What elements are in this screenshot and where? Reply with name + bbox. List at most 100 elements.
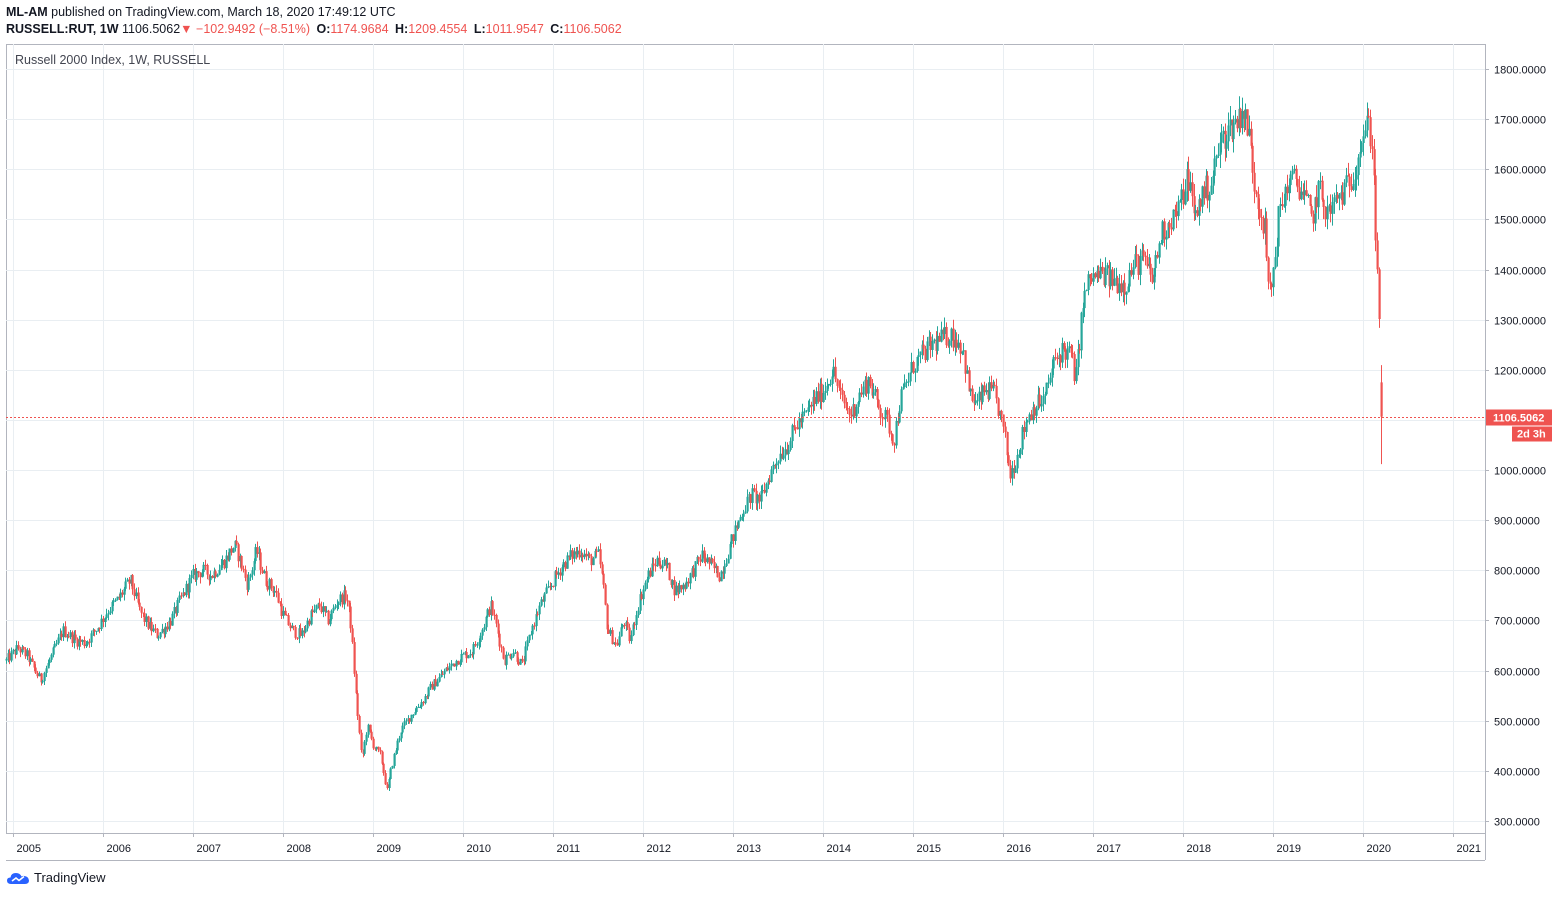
- candle-body: [126, 579, 129, 582]
- candle-body: [1128, 270, 1131, 287]
- candle-body: [48, 659, 51, 664]
- candle-body: [874, 389, 877, 393]
- candle-body: [571, 550, 574, 559]
- x-tick-label: 2005: [17, 843, 41, 855]
- candle-body: [666, 562, 669, 565]
- tradingview-logo[interactable]: TradingView: [6, 870, 106, 885]
- candle-body: [594, 550, 597, 559]
- candle-body: [467, 655, 470, 659]
- candle-body: [1109, 269, 1112, 287]
- candle-body: [474, 644, 477, 646]
- candle-body: [1092, 273, 1095, 282]
- candle-body: [81, 640, 84, 642]
- candle-body: [8, 653, 11, 661]
- candle-body: [83, 640, 86, 647]
- candle-body: [1000, 410, 1003, 415]
- x-tick-label: 2011: [557, 843, 581, 855]
- candle-body: [1376, 240, 1379, 270]
- candle-body: [1296, 178, 1299, 188]
- candle-body: [268, 579, 271, 590]
- open-label: O:: [316, 22, 331, 36]
- candle-body: [1049, 377, 1052, 383]
- candle-body: [15, 645, 18, 655]
- candle-body: [178, 595, 181, 601]
- candle-body: [1180, 189, 1183, 201]
- candle-body: [1191, 182, 1194, 197]
- candle-body: [824, 390, 827, 393]
- candle-body: [1364, 130, 1367, 137]
- candle-body: [673, 580, 676, 596]
- candle-body: [254, 547, 257, 562]
- candle-body: [526, 640, 529, 647]
- candle-body: [73, 634, 76, 644]
- candle-body: [431, 683, 434, 690]
- candle-body: [632, 624, 635, 636]
- candle-body: [877, 399, 880, 409]
- price-tag-label: 1106.5062: [1493, 413, 1544, 425]
- candle-body: [31, 658, 34, 662]
- candle-body: [1059, 355, 1062, 363]
- candle-body: [1277, 206, 1280, 247]
- candle-body: [815, 391, 818, 404]
- candle-body: [365, 734, 368, 742]
- candle-body: [779, 453, 782, 462]
- candle-body: [916, 356, 919, 372]
- candle-body: [415, 707, 418, 712]
- candle-body: [997, 398, 1000, 416]
- candle-body: [1234, 118, 1237, 123]
- candle-body: [706, 557, 709, 563]
- candle-body: [1038, 394, 1041, 407]
- candle-body: [1203, 186, 1206, 199]
- candle-body: [843, 394, 846, 404]
- candle-body: [1099, 266, 1102, 279]
- candle-body: [34, 667, 37, 673]
- axes: 300.0000 400.0000 500.0000 600.0000 700.0000…: [13, 65, 1546, 855]
- candle-body: [33, 661, 36, 668]
- chart-legend-title[interactable]: Russell 2000 Index, 1W, RUSSELL: [15, 53, 210, 67]
- candle-body: [166, 626, 169, 630]
- x-tick-label: 2020: [1367, 843, 1391, 855]
- candle-body: [164, 626, 167, 635]
- candle-body: [183, 592, 186, 596]
- candle-body: [1267, 257, 1270, 282]
- price-tag: [1486, 409, 1552, 426]
- candle-body: [1063, 343, 1066, 350]
- candle-body: [185, 583, 188, 596]
- candle-body: [554, 571, 557, 587]
- candle-body: [478, 641, 481, 645]
- candle-body: [716, 566, 719, 578]
- candle-body: [97, 628, 100, 631]
- candle-body: [469, 654, 472, 656]
- last-price: 1106.5062: [121, 22, 181, 36]
- candle-body: [292, 625, 295, 627]
- candle-body: [261, 569, 264, 574]
- candle-body: [40, 673, 43, 683]
- candle-body: [304, 628, 307, 633]
- candle-body: [749, 494, 752, 503]
- candle-body: [339, 594, 342, 603]
- candle-body: [803, 411, 806, 413]
- candle-body: [718, 577, 721, 582]
- candle-body: [1224, 130, 1227, 149]
- candle-body: [1250, 128, 1253, 146]
- candle-body: [1040, 403, 1043, 407]
- candle-body: [1279, 204, 1282, 207]
- candle-body: [1168, 223, 1171, 228]
- candle-body: [1378, 269, 1381, 320]
- candle-body: [121, 592, 124, 595]
- symbol-label[interactable]: RUSSELL:RUT, 1W: [6, 22, 119, 36]
- candle-body: [67, 636, 70, 638]
- candle-body: [862, 386, 865, 395]
- candle-body: [820, 383, 823, 403]
- publisher-name[interactable]: ML-AM: [6, 5, 48, 19]
- candle-body: [1089, 274, 1092, 279]
- candle-body: [723, 565, 726, 574]
- candle-body: [1149, 263, 1152, 275]
- candle-body: [223, 559, 226, 569]
- candle-body: [507, 654, 510, 656]
- candle-body: [1360, 142, 1363, 153]
- candle-body: [1199, 199, 1202, 207]
- candle-body: [24, 649, 27, 657]
- candle-body: [234, 540, 237, 549]
